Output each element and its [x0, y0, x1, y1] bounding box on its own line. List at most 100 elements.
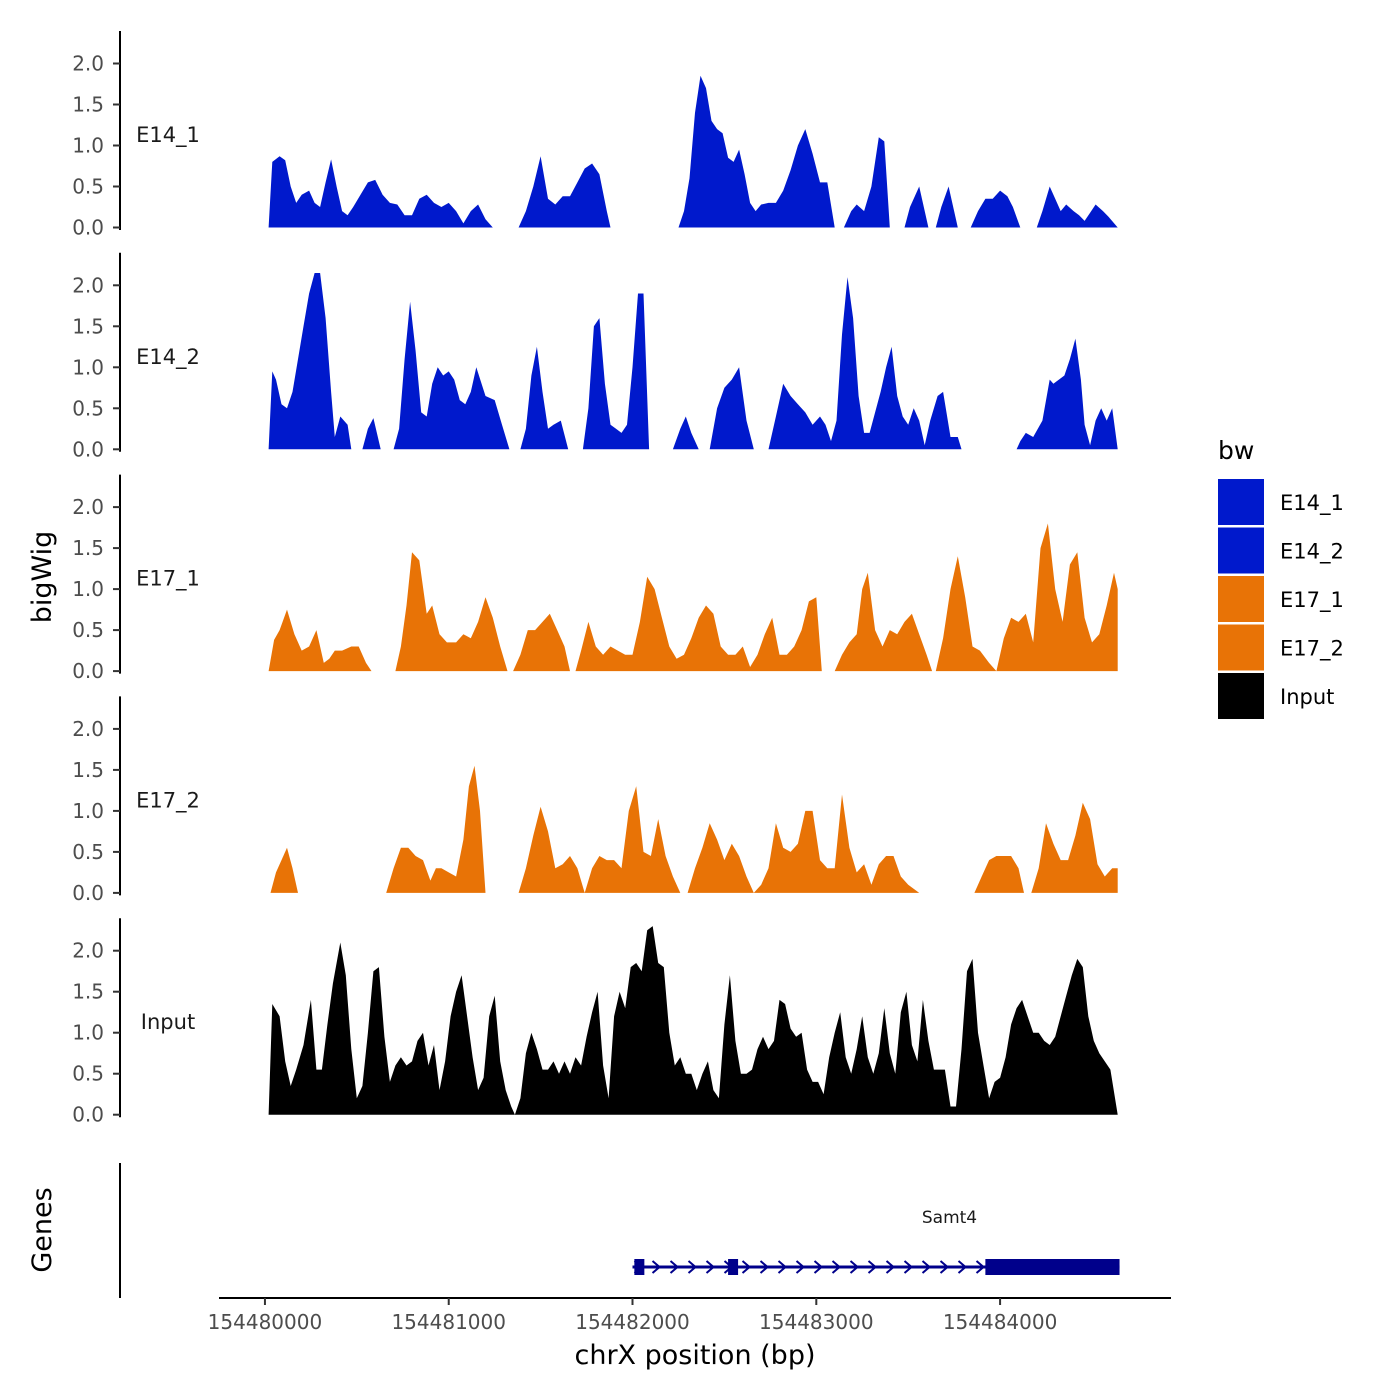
legend: bw E14_1 E14_2 E17_1 E17_2 Input — [1218, 436, 1344, 719]
coverage-area-E17_2 — [270, 847, 298, 893]
x-axis: 154480000 154481000 154482000 154483000 1544… — [208, 1297, 1171, 1334]
coverage-area-E14_2 — [768, 277, 962, 450]
coverage-area-E14_1 — [935, 186, 958, 228]
strand-arrow — [957, 1260, 968, 1274]
y-tick-label: 0.5 — [72, 175, 104, 199]
y-tick-label: 0.0 — [72, 216, 104, 240]
legend-label: E14_2 — [1280, 540, 1344, 565]
strand-arrow — [939, 1260, 950, 1274]
legend-label: E17_2 — [1280, 637, 1344, 662]
y-tick-label: 2.0 — [72, 939, 104, 963]
y-tick-label: 0.5 — [72, 840, 104, 864]
coverage-tracks: 0.0 0.5 1.0 1.5 2.0 E14_1 0.0 0.5 1.0 1.5 2.0 E14_2… — [72, 31, 1118, 1127]
coverage-area-E17_2 — [518, 786, 920, 893]
strand-arrow — [867, 1260, 878, 1274]
coverage-area-E14_1 — [268, 156, 493, 228]
y-tick-label: 0.5 — [72, 1062, 104, 1086]
legend-key-E14_1 — [1218, 479, 1264, 525]
coverage-area-Input — [268, 942, 515, 1115]
legend-label: E14_1 — [1280, 491, 1344, 516]
gene-exon — [985, 1259, 1120, 1275]
y-tick-label: 2.0 — [72, 717, 104, 741]
y-tick-label: 1.0 — [72, 1021, 104, 1045]
coverage-area-E14_2 — [520, 346, 569, 450]
x-axis-title: chrX position (bp) — [574, 1340, 815, 1371]
coverage-area-E14_1 — [518, 156, 611, 228]
y-tick-label: 0.5 — [72, 396, 104, 420]
coverage-area-E14_2 — [393, 301, 510, 450]
coverage-area-Input — [514, 926, 1118, 1115]
coverage-area-E17_2 — [386, 765, 486, 893]
coverage-area-E14_2 — [1016, 338, 1118, 450]
gene-exon — [728, 1259, 739, 1275]
strand-arrow — [759, 1260, 770, 1274]
coverage-area-E17_1 — [834, 572, 933, 672]
coverage-area-E17_1 — [575, 576, 822, 672]
y-tick-label: 1.0 — [72, 577, 104, 601]
y-tick-label: 1.5 — [72, 758, 104, 782]
coverage-area-E14_2 — [709, 367, 754, 450]
y-tick-label: 0.0 — [72, 1103, 104, 1127]
strand-arrow — [849, 1260, 860, 1274]
coverage-area-E17_1 — [935, 523, 1118, 672]
x-tick-label: 154482000 — [575, 1310, 690, 1334]
strand-arrow — [777, 1260, 788, 1274]
legend-key-E17_2 — [1218, 624, 1264, 671]
strand-arrow — [903, 1260, 914, 1274]
track-E17_1: 0.0 0.5 1.0 1.5 2.0 E17_1 — [72, 474, 1118, 683]
legend-key-E17_1 — [1218, 576, 1264, 622]
track-label: E14_1 — [136, 123, 200, 148]
strand-arrow — [651, 1260, 662, 1274]
gene-label: Samt4 — [922, 1208, 977, 1228]
y-tick-label: 1.5 — [72, 536, 104, 560]
strand-arrow — [885, 1260, 896, 1274]
track-Input: 0.0 0.5 1.0 1.5 2.0 Input — [72, 918, 1118, 1127]
legend-title: bw — [1218, 436, 1254, 465]
y-tick-label: 2.0 — [72, 273, 104, 297]
track-label: Input — [141, 1010, 195, 1034]
coverage-area-E14_1 — [1036, 186, 1118, 228]
coverage-area-E17_2 — [974, 856, 1024, 893]
strand-arrow — [975, 1260, 986, 1274]
coverage-area-E14_1 — [970, 190, 1021, 228]
y-tick-label: 1.0 — [72, 355, 104, 379]
genes-panel: Genes Samt4 — [27, 1163, 1120, 1298]
coverage-area-E14_1 — [904, 186, 929, 228]
strand-arrow — [795, 1260, 806, 1274]
y-tick-label: 1.5 — [72, 314, 104, 338]
coverage-area-E14_2 — [268, 273, 352, 450]
legend-label: E17_1 — [1280, 588, 1344, 613]
gene-exon — [634, 1259, 645, 1275]
track-E14_1: 0.0 0.5 1.0 1.5 2.0 E14_1 — [72, 31, 1118, 240]
coverage-area-E14_1 — [843, 137, 890, 228]
y-axis-title: bigWig — [27, 531, 58, 624]
gene-model-samt4 — [632, 1259, 1120, 1275]
y-tick-label: 1.0 — [72, 799, 104, 823]
x-tick-label: 154481000 — [391, 1310, 506, 1334]
coverage-area-E14_2 — [362, 418, 381, 450]
y-tick-label: 1.0 — [72, 134, 104, 158]
track-E17_2: 0.0 0.5 1.0 1.5 2.0 E17_2 — [72, 696, 1118, 905]
y-tick-label: 0.0 — [72, 881, 104, 905]
strand-arrow — [741, 1260, 752, 1274]
strand-arrow — [687, 1260, 698, 1274]
track-label: E17_2 — [136, 788, 200, 813]
genes-axis-title: Genes — [27, 1187, 58, 1272]
coverage-area-E17_1 — [513, 613, 570, 672]
y-tick-label: 2.0 — [72, 495, 104, 519]
strand-arrow — [921, 1260, 932, 1274]
x-tick-label: 154483000 — [759, 1310, 874, 1334]
track-label: E14_2 — [136, 345, 200, 370]
strand-arrow — [669, 1260, 680, 1274]
legend-key-Input — [1218, 673, 1264, 719]
x-tick-label: 154484000 — [943, 1310, 1058, 1334]
coverage-area-E17_1 — [268, 609, 372, 672]
coverage-area-E17_2 — [1031, 802, 1118, 893]
strand-arrow — [831, 1260, 842, 1274]
legend-key-E14_2 — [1218, 527, 1264, 574]
y-tick-label: 0.0 — [72, 659, 104, 683]
track-E14_2: 0.0 0.5 1.0 1.5 2.0 E14_2 — [72, 252, 1118, 461]
coverage-area-E17_1 — [395, 552, 508, 672]
coverage-area-E14_1 — [678, 75, 835, 228]
